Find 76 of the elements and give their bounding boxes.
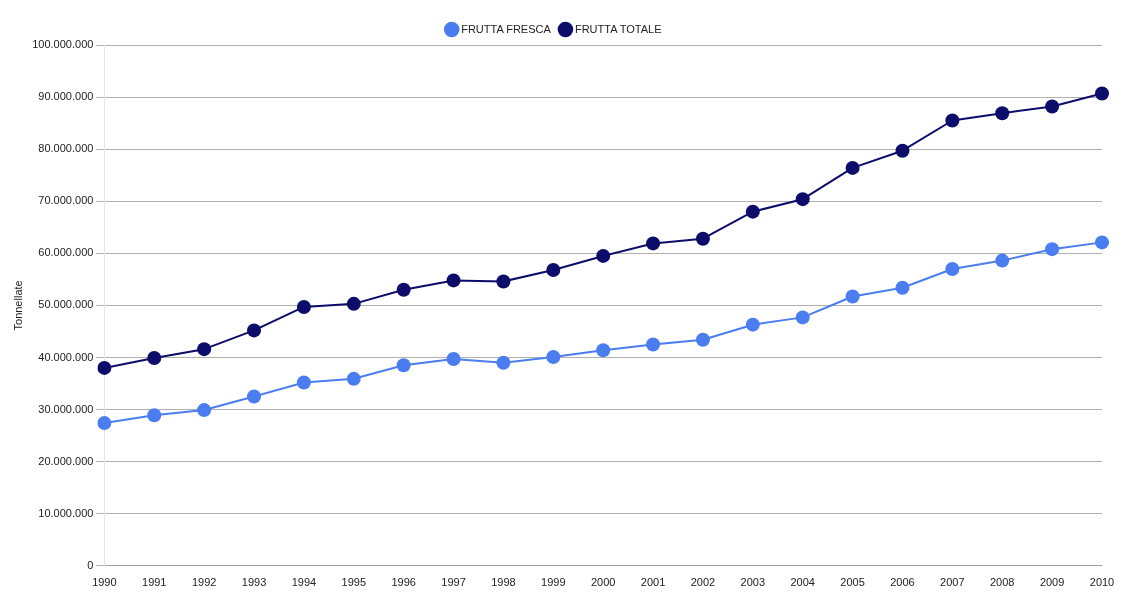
y-tick-label: 80.000.000 (38, 142, 94, 155)
point (197, 342, 212, 357)
point (1095, 86, 1109, 101)
point (496, 274, 511, 289)
x-tick-label: 2000 (590, 576, 616, 589)
legend-label: FRUTTA TOTALE (574, 22, 662, 35)
x-tick-label: 1992 (191, 576, 217, 589)
y-tick-label: 10.000.000 (38, 506, 94, 519)
point (845, 160, 860, 175)
point (895, 280, 910, 295)
point (346, 371, 361, 386)
point (97, 416, 112, 431)
point (646, 236, 661, 251)
point (296, 299, 311, 314)
x-tick-label: 2004 (790, 576, 815, 589)
point (995, 106, 1010, 121)
point (396, 358, 411, 373)
x-tick-label: 1991 (142, 576, 167, 589)
x-tick-label: 1997 (441, 576, 466, 589)
point (745, 204, 760, 219)
x-tick-label: 1990 (92, 576, 117, 589)
y-tick-label: 90.000.000 (38, 90, 94, 103)
point (247, 389, 262, 404)
x-tick-label: 1998 (491, 576, 516, 589)
x-tick-label: 2006 (890, 576, 915, 589)
y-tick-label: 30.000.000 (38, 402, 94, 415)
x-tick-label: 1995 (341, 576, 367, 589)
point (995, 253, 1010, 268)
point (346, 296, 361, 311)
point (596, 343, 611, 358)
point (197, 403, 212, 418)
point (546, 349, 561, 364)
point (596, 248, 611, 263)
y-tick-label: 50.000.000 (38, 298, 94, 311)
point (945, 113, 960, 128)
point (446, 352, 461, 367)
point (1095, 235, 1109, 250)
y-tick-label: 60.000.000 (38, 246, 94, 259)
y-tick-label: 0 (87, 558, 94, 571)
x-tick-label: 2005 (840, 576, 865, 589)
point (695, 332, 710, 347)
x-tick-label: 2010 (1089, 576, 1115, 589)
point (546, 262, 561, 277)
point (396, 282, 411, 297)
x-tick-label: 2003 (740, 576, 766, 589)
point (795, 192, 810, 207)
point (795, 310, 810, 325)
point (147, 408, 162, 423)
x-tick-label: 2009 (1039, 576, 1065, 589)
point (646, 337, 661, 352)
y-tick-label: 40.000.000 (38, 350, 94, 363)
x-tick-label: 2008 (989, 576, 1015, 589)
point (496, 355, 511, 370)
point (147, 351, 162, 365)
x-tick-label: 1994 (291, 576, 317, 589)
x-tick-label: 1996 (391, 576, 416, 589)
y-tick-label: 100.000.000 (32, 38, 94, 51)
point (296, 375, 311, 390)
point (1045, 99, 1060, 114)
point (745, 317, 760, 332)
point (247, 323, 262, 338)
x-tick-label: 2001 (640, 576, 666, 589)
point (895, 143, 910, 158)
y-tick-label: 20.000.000 (38, 454, 94, 467)
x-tick-label: 2002 (690, 576, 716, 589)
x-tick-label: 2007 (940, 576, 965, 589)
y-axis-title: Tonnellate (11, 280, 24, 331)
point (446, 273, 461, 288)
x-tick-label: 1993 (241, 576, 267, 589)
point (945, 261, 960, 276)
y-tick-label: 70.000.000 (38, 194, 94, 207)
point (845, 289, 860, 304)
legend-label: FRUTTA FRESCA (461, 22, 552, 35)
x-tick-label: 1999 (541, 576, 566, 589)
point (695, 231, 710, 246)
point (1045, 242, 1060, 257)
